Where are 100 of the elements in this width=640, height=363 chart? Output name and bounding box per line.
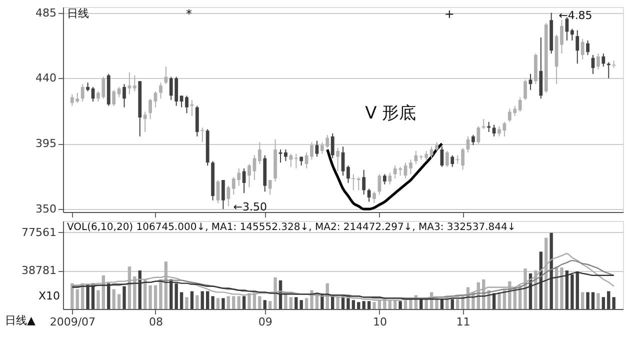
candlestick: [430, 146, 434, 159]
text: 日线▲: [5, 314, 36, 327]
candlestick: [518, 96, 522, 112]
candlestick: [372, 191, 376, 204]
bar: [76, 289, 79, 309]
x-tick-label: 11: [456, 316, 470, 328]
candlestick: [596, 53, 600, 70]
annotation: +: [444, 7, 454, 22]
bar: [560, 267, 564, 309]
bar: [591, 292, 595, 309]
candlestick: [445, 150, 449, 168]
bar: [206, 291, 210, 309]
bar: [222, 298, 225, 309]
candlestick: [268, 180, 272, 196]
bar: [602, 297, 606, 309]
line-series: [72, 272, 614, 300]
candlestick: [310, 142, 314, 160]
x-tick-label: 10: [372, 316, 387, 328]
candlestick: [472, 134, 475, 146]
annotation: VOL(6,10,20) 106745.000↓, MA1: 145552.328↓, MA2: 214472.297↓, MA3: 332537.844↓: [67, 222, 516, 234]
candlestick: [528, 73, 532, 90]
candlestick: [190, 100, 194, 117]
bar: [117, 294, 121, 309]
candlestick: [180, 95, 184, 108]
candlestick: [164, 66, 168, 85]
candlestick: [148, 98, 152, 120]
annotation: *: [186, 7, 192, 22]
bar: [580, 292, 584, 309]
candlestick: [487, 121, 491, 133]
bar: [612, 297, 616, 309]
bar: [435, 298, 438, 309]
bar: [112, 289, 116, 309]
y-tick-label: 395: [36, 137, 56, 150]
candlestick: [278, 148, 282, 164]
candlestick: [606, 62, 610, 79]
candlestick: [315, 140, 319, 158]
bar: [456, 299, 460, 309]
bar: [180, 292, 184, 309]
candlestick: [346, 164, 350, 184]
bar: [304, 298, 308, 309]
candlestick: [248, 164, 251, 188]
candlestick: [284, 148, 288, 162]
bar: [357, 302, 360, 309]
bar: [450, 299, 454, 309]
bar: [185, 297, 188, 309]
candlestick: [112, 89, 116, 106]
candlestick: [336, 148, 340, 172]
bar: [196, 295, 199, 309]
candlestick: [226, 185, 230, 207]
candlestick: [580, 38, 584, 60]
bar: [122, 286, 126, 309]
y-tick-label: 77561: [22, 226, 56, 239]
bar: [398, 301, 402, 309]
candlestick: [132, 74, 136, 92]
bar: [200, 291, 204, 309]
bar: [565, 270, 569, 309]
bar: [440, 299, 444, 309]
annotation: ←4.85: [558, 9, 592, 22]
x-tick-label: 2009/07: [50, 316, 96, 328]
bar: [576, 271, 579, 309]
candlestick: [159, 82, 162, 100]
candlestick: [476, 126, 480, 144]
bar: [148, 285, 152, 309]
bar: [550, 232, 553, 309]
bar: [570, 274, 574, 309]
bar: [242, 296, 246, 309]
bar: [289, 297, 293, 309]
candlestick: [388, 172, 392, 185]
bar: [586, 292, 590, 309]
candlestick: [492, 124, 496, 137]
annotation: 日线: [67, 7, 89, 20]
candlestick: [382, 174, 386, 185]
x-tick-label: 08: [149, 316, 163, 328]
bar: [300, 300, 303, 309]
candlestick: [367, 188, 371, 202]
bar: [174, 283, 178, 309]
bar: [226, 296, 230, 309]
y-tick-label: 440: [36, 72, 56, 85]
bar: [352, 300, 356, 309]
bar: [211, 296, 214, 309]
bar: [596, 293, 600, 309]
candlestick: [602, 53, 606, 68]
candlestick: [252, 154, 256, 181]
bar: [367, 301, 371, 309]
candlestick: [128, 72, 132, 95]
candlestick: [258, 142, 262, 165]
annotation: V 形底: [365, 104, 416, 124]
bar: [268, 301, 272, 309]
line-series: [326, 142, 444, 210]
bar: [409, 299, 412, 309]
candlestick: [576, 30, 580, 64]
bar: [294, 297, 298, 309]
candlestick: [482, 118, 486, 130]
candlestick: [185, 95, 188, 114]
candlestick: [409, 159, 412, 175]
candlestick: [498, 126, 501, 137]
bar: [263, 300, 266, 309]
bar: [86, 284, 90, 309]
candlestick: [450, 154, 454, 168]
y-tick-label: 485: [36, 6, 56, 20]
